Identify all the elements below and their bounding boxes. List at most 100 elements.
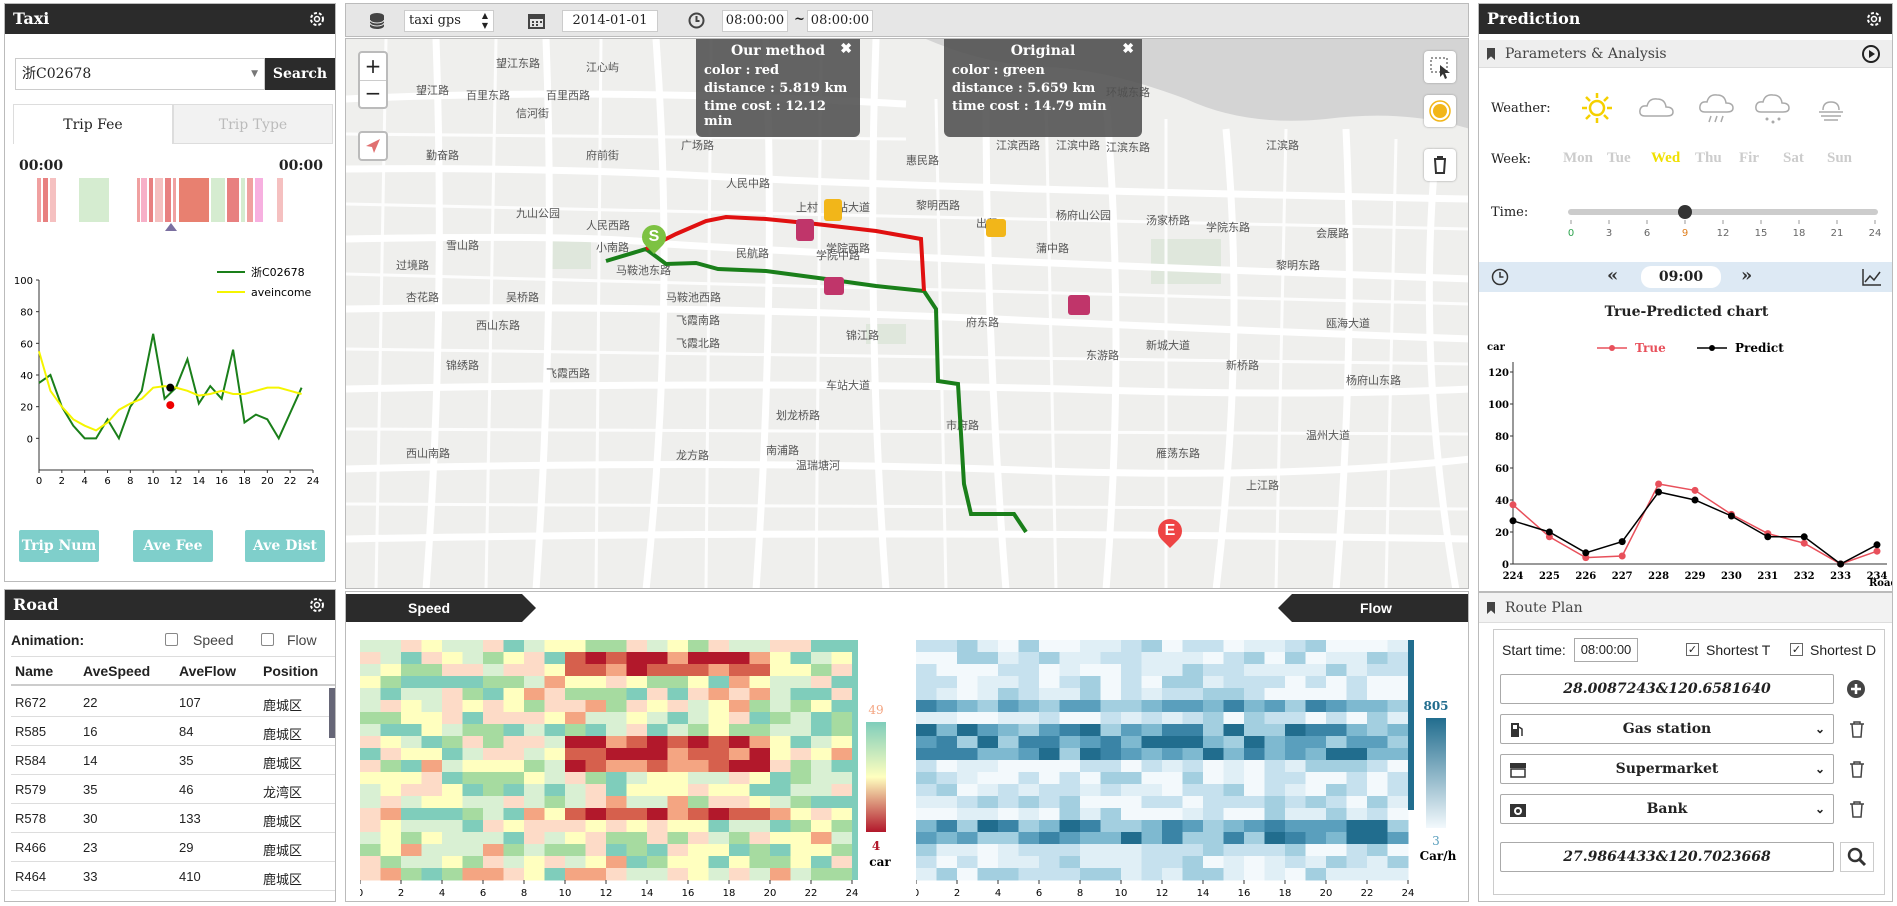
heat-cell[interactable] — [1203, 784, 1224, 797]
heat-cell[interactable] — [524, 676, 545, 689]
heat-cell[interactable] — [1367, 748, 1388, 761]
heat-cell[interactable] — [1018, 820, 1040, 833]
heat-cell[interactable] — [1080, 652, 1101, 665]
heat-cell[interactable] — [749, 700, 771, 713]
heat-cell[interactable] — [606, 652, 627, 665]
heat-cell[interactable] — [936, 712, 958, 725]
heat-cell[interactable] — [1059, 712, 1081, 725]
heat-cell[interactable] — [1059, 772, 1081, 785]
heat-cell[interactable] — [770, 736, 791, 749]
heat-cell[interactable] — [790, 676, 812, 689]
heat-cell[interactable] — [483, 760, 504, 773]
heat-cell[interactable] — [1059, 868, 1081, 881]
heat-cell[interactable] — [1367, 772, 1388, 785]
table-row[interactable]: R579 35 46 龙湾区 — [11, 775, 335, 804]
heat-cell[interactable] — [1367, 724, 1388, 737]
data-point[interactable] — [1873, 541, 1881, 549]
heat-cell[interactable] — [1387, 664, 1409, 677]
heat-cell[interactable] — [483, 868, 504, 881]
heat-cell[interactable] — [462, 784, 484, 797]
heat-cell[interactable] — [1326, 688, 1347, 701]
heat-cell[interactable] — [977, 736, 999, 749]
heat-cell[interactable] — [1121, 676, 1142, 689]
heat-cell[interactable] — [729, 640, 750, 653]
heat-cell[interactable] — [503, 832, 525, 845]
heat-cell[interactable] — [626, 664, 648, 677]
clock-time-display[interactable]: 09:00 — [1641, 266, 1721, 288]
heat-cell[interactable] — [831, 868, 853, 881]
heat-cell[interactable] — [565, 868, 586, 881]
data-point[interactable] — [1873, 547, 1881, 555]
heat-cell[interactable] — [483, 856, 504, 869]
heat-cell[interactable] — [1080, 760, 1101, 773]
heat-cell[interactable] — [708, 796, 730, 809]
ave-dist-button[interactable]: Ave Dist — [245, 530, 325, 562]
heat-cell[interactable] — [749, 724, 771, 737]
heat-cell[interactable] — [1346, 640, 1368, 653]
heat-cell[interactable] — [1346, 784, 1368, 797]
heat-cell[interactable] — [606, 700, 627, 713]
heat-cell[interactable] — [1264, 784, 1286, 797]
heat-cell[interactable] — [1264, 868, 1286, 881]
heat-cell[interactable] — [831, 712, 853, 725]
heat-cell[interactable] — [688, 772, 709, 785]
stop-select-gas[interactable]: Gas station ⌄ — [1500, 714, 1834, 744]
heat-cell[interactable] — [957, 868, 978, 881]
heat-cell[interactable] — [1100, 640, 1122, 653]
heat-cell[interactable] — [565, 712, 586, 725]
heat-cell[interactable] — [916, 700, 937, 713]
heat-cell[interactable] — [1264, 676, 1286, 689]
heat-cell[interactable] — [1182, 652, 1204, 665]
heat-cell[interactable] — [688, 712, 709, 725]
heat-cell[interactable] — [667, 808, 689, 821]
heat-cell[interactable] — [380, 664, 402, 677]
heat-cell[interactable] — [1203, 664, 1224, 677]
heat-cell[interactable] — [1059, 640, 1081, 653]
heat-cell[interactable] — [1387, 760, 1409, 773]
heat-cell[interactable] — [421, 832, 443, 845]
data-point[interactable] — [1691, 486, 1699, 494]
heat-cell[interactable] — [462, 652, 484, 665]
heat-cell[interactable] — [1244, 640, 1265, 653]
heat-cell[interactable] — [749, 784, 771, 797]
heat-cell[interactable] — [1264, 772, 1286, 785]
heat-cell[interactable] — [462, 844, 484, 857]
heat-cell[interactable] — [770, 856, 791, 869]
heat-cell[interactable] — [1121, 784, 1142, 797]
heat-cell[interactable] — [688, 736, 709, 749]
heat-cell[interactable] — [729, 784, 750, 797]
heat-cell[interactable] — [1326, 808, 1347, 821]
heat-cell[interactable] — [936, 676, 958, 689]
heat-cell[interactable] — [1059, 808, 1081, 821]
heat-cell[interactable] — [1264, 736, 1286, 749]
heat-cell[interactable] — [957, 724, 978, 737]
gear-icon[interactable] — [307, 9, 327, 29]
heat-cell[interactable] — [790, 772, 812, 785]
heat-cell[interactable] — [503, 748, 525, 761]
heat-cell[interactable] — [729, 772, 750, 785]
heat-cell[interactable] — [544, 868, 566, 881]
heat-cell[interactable] — [688, 688, 709, 701]
heat-cell[interactable] — [1326, 832, 1347, 845]
heat-cell[interactable] — [998, 712, 1019, 725]
heat-cell[interactable] — [708, 640, 730, 653]
week-day-wed[interactable]: Wed — [1651, 150, 1681, 166]
heat-cell[interactable] — [421, 700, 443, 713]
time-to-input[interactable]: 08:00:00 — [807, 10, 873, 32]
heat-cell[interactable] — [421, 784, 443, 797]
heat-cell[interactable] — [585, 724, 607, 737]
delete-tool-button[interactable] — [1424, 149, 1456, 181]
heat-cell[interactable] — [524, 820, 545, 833]
heat-cell[interactable] — [606, 760, 627, 773]
data-point[interactable] — [1582, 554, 1590, 562]
heat-cell[interactable] — [442, 736, 463, 749]
data-point[interactable] — [1618, 552, 1626, 560]
cloudy-icon[interactable] — [1637, 90, 1677, 126]
heat-cell[interactable] — [1162, 832, 1183, 845]
heat-cell[interactable] — [626, 784, 648, 797]
heat-cell[interactable] — [998, 700, 1019, 713]
heat-cell[interactable] — [916, 676, 937, 689]
heat-cell[interactable] — [977, 724, 999, 737]
heat-cell[interactable] — [1223, 688, 1245, 701]
heat-cell[interactable] — [729, 736, 750, 749]
